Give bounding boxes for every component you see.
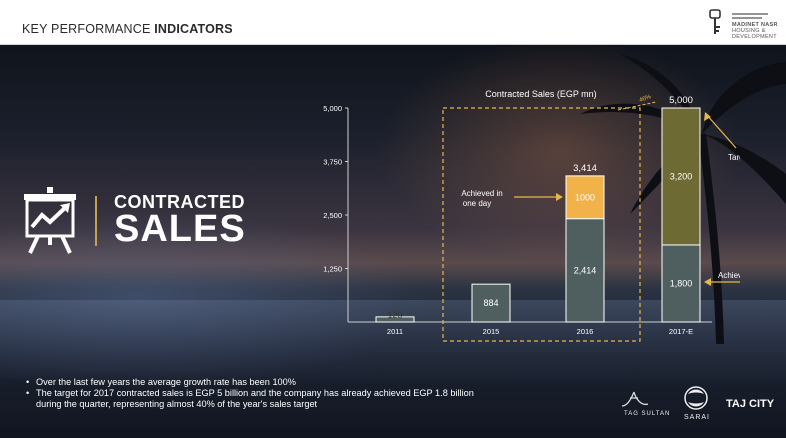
brand-logos (621, 386, 708, 410)
bar-value-label: 2,414 (574, 265, 597, 275)
x-tick-label: 2017-E (669, 327, 693, 336)
background-water (0, 300, 786, 380)
bar-segment (565, 175, 605, 220)
annotation-target: Target (728, 153, 740, 162)
presentation-chart-icon (24, 187, 76, 254)
section-divider (95, 196, 97, 246)
achieved-arrow-head (704, 278, 711, 286)
contracted-sales-chart: Contracted Sales (EGP mn) 5,000 3,750 2,50… (323, 89, 740, 342)
header-bar: KEY PERFORMANCE INDICATORS MADINET NASR … (0, 0, 786, 45)
brand-sarai: SARAI (684, 414, 711, 421)
bar-value-label: 3,200 (670, 171, 693, 181)
bullet-item: The target for 2017 contracted sales is … (26, 388, 496, 410)
bar-segment (375, 316, 415, 323)
bar-value-label: 120 (387, 310, 402, 320)
growth-annotation: 46% (639, 94, 653, 104)
bullet-item: Over the last few years the average grow… (26, 377, 496, 388)
bar-value-label: 1,800 (670, 278, 693, 288)
one-day-arrow-head (556, 193, 563, 201)
x-tick-label: 2015 (483, 327, 500, 336)
target-arrow (705, 113, 737, 149)
target-arrow-head (704, 112, 711, 121)
y-tick-label: 2,500 (323, 211, 342, 220)
y-tick-label: 5,000 (323, 104, 342, 113)
bar-segment (471, 283, 511, 323)
bar-value-label: 1000 (575, 192, 595, 202)
y-tick-label: 1,250 (323, 265, 342, 274)
x-tick-label: 2016 (577, 327, 594, 336)
bar-total-label: 5,000 (669, 95, 693, 106)
section-title-line1: CONTRACTED (114, 192, 245, 212)
growth-arrow (617, 101, 657, 111)
bar-segment (565, 218, 605, 323)
chart-title: Contracted Sales (EGP mn) (485, 89, 596, 99)
annotation-achieved: Achieved (718, 271, 740, 280)
highlight-box (442, 107, 641, 342)
annotation-achieved-in-one-day-line1: Achieved in (461, 189, 502, 198)
bar-segment (661, 107, 701, 246)
section-title-line2: SALES (114, 208, 246, 250)
bar-value-label: 884 (483, 298, 498, 308)
bar-total-label: 3,414 (573, 163, 597, 174)
y-tick-label: 3,750 (323, 158, 342, 167)
annotation-achieved-in-one-day-line2: one day (463, 199, 491, 208)
x-tick-label: 2011 (387, 327, 403, 336)
brand-taj-city: TAJ CITY (726, 398, 775, 410)
company-logo-icon (709, 9, 768, 34)
bullet-list: Over the last few years the average grow… (26, 377, 496, 410)
page-title: KEY PERFORMANCE INDICATORS (22, 22, 233, 36)
brand-tag-sultan: TAG SULTAN (624, 411, 671, 417)
